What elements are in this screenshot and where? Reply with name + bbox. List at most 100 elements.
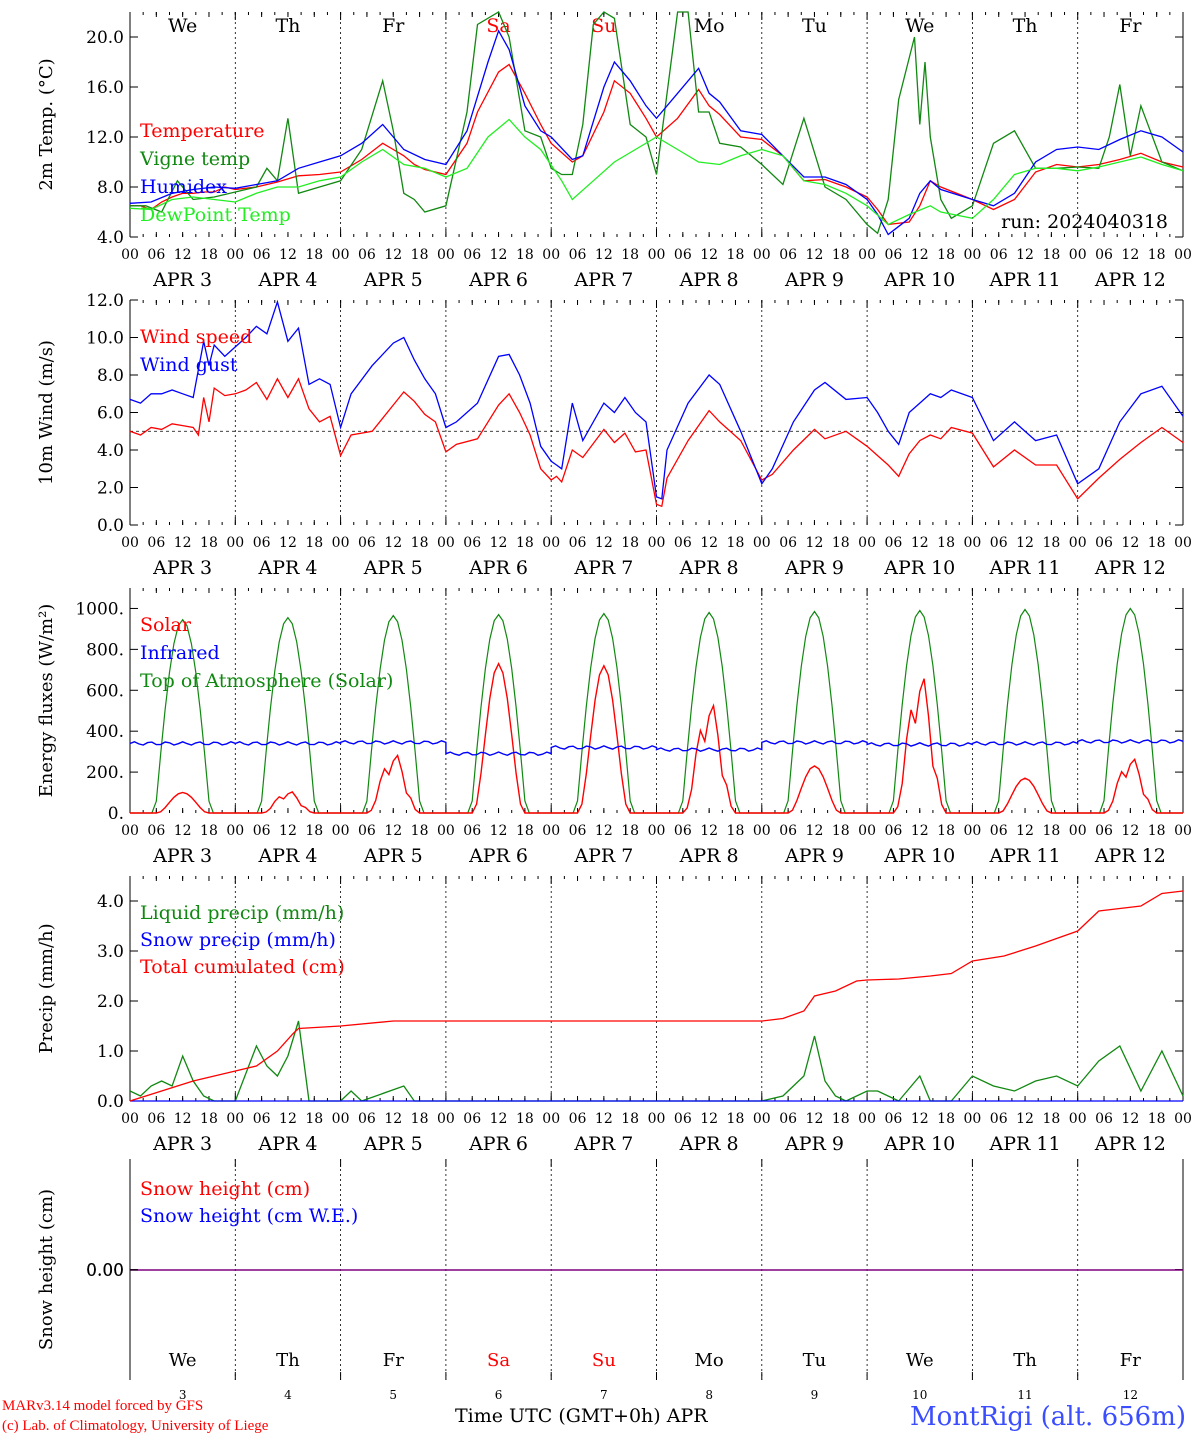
hour-tick-label: 00	[437, 247, 455, 263]
hour-tick-label: 12	[490, 1111, 508, 1127]
y-tick-label: 16.0	[86, 78, 124, 98]
hour-tick-label: 06	[885, 247, 903, 263]
weekday-label: Mo	[694, 15, 725, 37]
hour-tick-label: 18	[727, 247, 745, 263]
x-axis-caption: Time UTC (GMT+0h) APR	[455, 1405, 708, 1427]
date-label: APR 7	[573, 557, 633, 579]
hour-tick-label: 12	[279, 535, 297, 551]
date-label: APR 4	[257, 269, 317, 291]
date-label: APR 11	[989, 1133, 1061, 1155]
hour-tick-label: 06	[463, 823, 481, 839]
date-label: APR 4	[257, 1133, 317, 1155]
hour-tick-label: 06	[569, 823, 587, 839]
hour-tick-label: 12	[174, 823, 192, 839]
hour-tick-label: 00	[332, 247, 350, 263]
y-tick-label: 20.0	[86, 28, 124, 48]
date-label: APR 10	[883, 845, 955, 867]
hour-tick-label: 00	[963, 535, 981, 551]
hour-tick-label: 00	[542, 823, 560, 839]
date-label: APR 9	[784, 269, 844, 291]
y-tick-label: 4.0	[97, 228, 124, 248]
hour-tick-label: 00	[1174, 247, 1192, 263]
hour-tick-label: 18	[516, 823, 534, 839]
y-tick-label: 0.00	[86, 1261, 124, 1281]
hour-tick-label: 06	[779, 247, 797, 263]
day-number-label: 4	[284, 1388, 292, 1402]
hour-tick-label: 06	[885, 535, 903, 551]
legend-entry: Wind speed	[140, 326, 252, 348]
hour-tick-label: 12	[911, 247, 929, 263]
hour-tick-label: 18	[305, 535, 323, 551]
date-label: APR 12	[1094, 557, 1166, 579]
legend-entry: Total cumulated (cm)	[140, 956, 345, 978]
date-label: APR 10	[883, 269, 955, 291]
hour-tick-label: 12	[174, 535, 192, 551]
credit-model: MARv3.14 model forced by GFS	[2, 1398, 204, 1414]
hour-tick-label: 06	[990, 823, 1008, 839]
weekday-label: Fr	[382, 15, 405, 37]
hour-tick-label: 12	[490, 535, 508, 551]
date-label: APR 6	[468, 1133, 528, 1155]
hour-tick-label: 00	[858, 1111, 876, 1127]
weekday-label: Fr	[1119, 15, 1142, 37]
legend-entry: Vigne temp	[139, 148, 250, 170]
hour-tick-label: 12	[1016, 1111, 1034, 1127]
hour-tick-label: 18	[200, 247, 218, 263]
weekday-label: Su	[591, 15, 616, 37]
hour-tick-label: 18	[411, 247, 429, 263]
hour-tick-label: 12	[911, 823, 929, 839]
date-label: APR 7	[573, 1133, 633, 1155]
y-tick-label: 0.0	[97, 516, 124, 536]
hour-tick-label: 00	[121, 247, 139, 263]
date-label: APR 5	[363, 557, 423, 579]
hour-tick-label: 18	[727, 823, 745, 839]
y-axis-label: Snow height (cm)	[36, 1189, 57, 1350]
hour-tick-label: 18	[200, 535, 218, 551]
weekday-label: Fr	[1120, 1350, 1141, 1371]
hour-tick-label: 18	[411, 823, 429, 839]
hour-tick-label: 06	[253, 535, 271, 551]
weekday-label: We	[906, 1350, 934, 1371]
hour-tick-label: 00	[226, 1111, 244, 1127]
hour-tick-label: 18	[516, 247, 534, 263]
hour-tick-label: 18	[411, 535, 429, 551]
hour-tick-label: 18	[621, 1111, 639, 1127]
hour-tick-label: 18	[832, 823, 850, 839]
hour-tick-label: 18	[937, 535, 955, 551]
date-label: APR 9	[784, 845, 844, 867]
hour-tick-label: 12	[595, 1111, 613, 1127]
hour-tick-label: 12	[911, 1111, 929, 1127]
run-label: run: 2024040318	[1001, 211, 1168, 233]
series-line-solar	[130, 662, 1183, 814]
hour-tick-label: 12	[490, 247, 508, 263]
y-tick-label: 800.	[86, 640, 124, 660]
hour-tick-label: 12	[279, 1111, 297, 1127]
date-label: APR 8	[679, 557, 739, 579]
hour-tick-label: 00	[963, 1111, 981, 1127]
weekday-label: Mo	[695, 1350, 724, 1371]
hour-tick-label: 06	[1095, 1111, 1113, 1127]
date-label: APR 8	[679, 845, 739, 867]
series-line-green	[130, 11, 1184, 235]
hour-tick-label: 00	[437, 535, 455, 551]
hour-tick-label: 06	[885, 823, 903, 839]
hour-tick-label: 00	[121, 1111, 139, 1127]
hour-tick-label: 06	[463, 535, 481, 551]
y-tick-label: 1.0	[97, 1042, 124, 1062]
date-label: APR 8	[679, 1133, 739, 1155]
date-label: APR 5	[363, 1133, 423, 1155]
weekday-label: We	[168, 15, 197, 37]
hour-tick-label: 06	[779, 1111, 797, 1127]
legend-entry: Snow height (cm)	[140, 1178, 310, 1200]
y-tick-label: 1000.	[75, 599, 124, 619]
hour-tick-label: 06	[358, 1111, 376, 1127]
hour-tick-label: 18	[832, 247, 850, 263]
hour-tick-label: 00	[858, 823, 876, 839]
hour-tick-label: 06	[674, 247, 692, 263]
hour-tick-label: 06	[674, 1111, 692, 1127]
y-tick-label: 0.0	[97, 1092, 124, 1112]
hour-tick-label: 18	[411, 1111, 429, 1127]
hour-tick-label: 00	[858, 535, 876, 551]
hour-tick-label: 18	[200, 823, 218, 839]
